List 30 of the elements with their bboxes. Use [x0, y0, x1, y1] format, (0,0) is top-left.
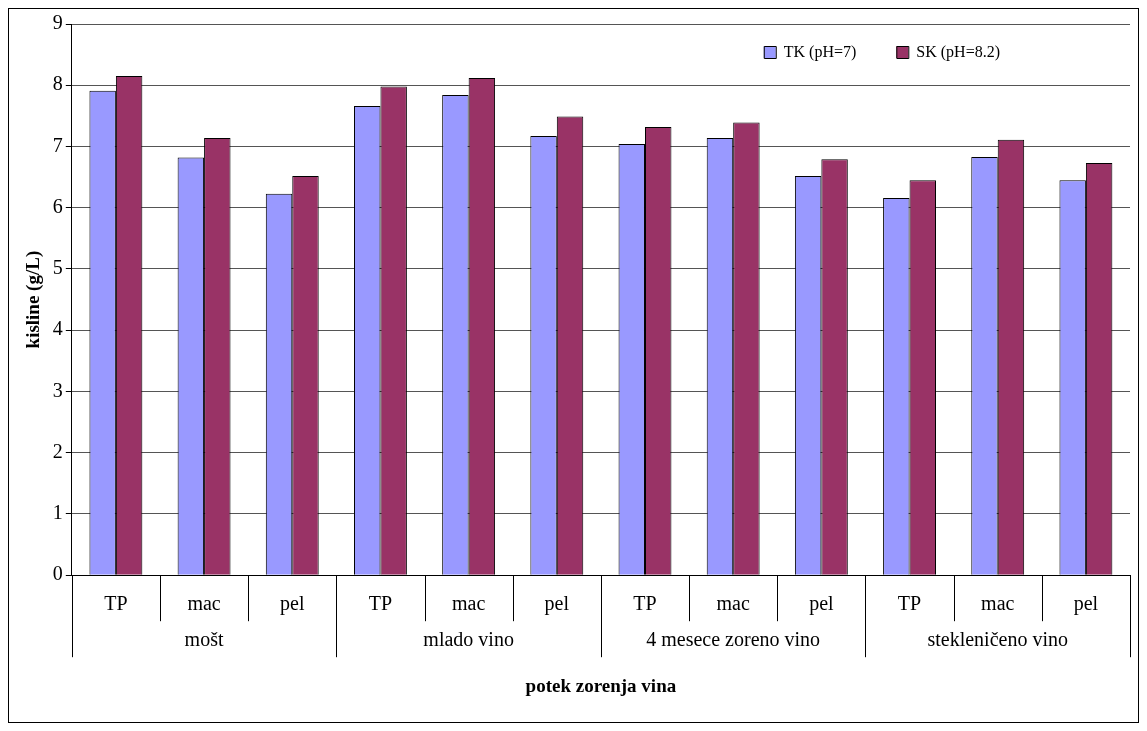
- x-tick-label: mac: [187, 592, 221, 615]
- x-tick-label: mac: [451, 592, 486, 615]
- x-tick-label: TP: [897, 592, 922, 615]
- y-tick-label: 1: [52, 501, 63, 524]
- x-axis-title: potek zorenja vina: [525, 674, 677, 696]
- x-tick-label: pel: [1073, 592, 1099, 616]
- text: stekleničeno vino: [927, 628, 1068, 651]
- y-tick-label: 9: [52, 11, 63, 34]
- x-tick-label: TP: [633, 592, 657, 615]
- x-tick-label: pel: [809, 592, 835, 616]
- y-tick-label: 0: [52, 562, 63, 585]
- legend-label: TK (pH=7): [783, 43, 857, 62]
- x-tick-label: TP: [104, 592, 128, 615]
- x-tick-label: pel: [544, 592, 570, 616]
- x-tick-label: mac: [716, 592, 750, 615]
- y-tick-label: 8: [52, 72, 63, 95]
- y-tick-label: 4: [52, 317, 63, 340]
- y-tick-label: 2: [52, 439, 63, 462]
- y-tick-label: 6: [52, 194, 63, 217]
- y-axis-title: kisline (g/L): [22, 250, 45, 349]
- text: 4 mesece zoreno vino: [646, 628, 821, 651]
- y-tick-label: 3: [52, 378, 63, 401]
- legend-label: SK (pH=8.2): [916, 43, 1000, 62]
- y-tick-label: 5: [52, 256, 63, 279]
- x-tick-label: TP: [368, 592, 393, 615]
- text: mlado vino: [423, 628, 514, 651]
- y-tick-label: 7: [52, 133, 63, 156]
- x-tick-label: mac: [981, 592, 1015, 615]
- text: mošt: [184, 628, 224, 651]
- x-tick-label: pel: [280, 592, 305, 616]
